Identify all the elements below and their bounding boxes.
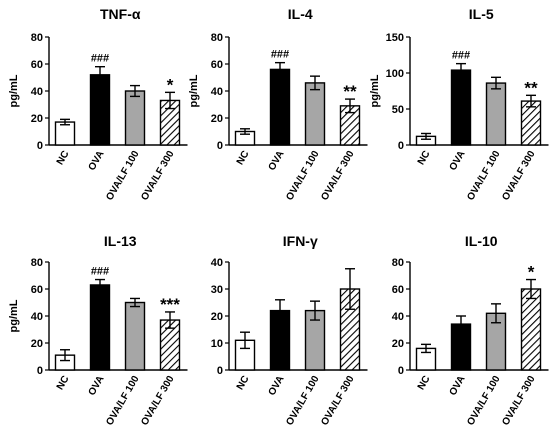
x-category-label: OVA (267, 374, 287, 398)
bar-ova-lf-100 (124, 90, 146, 146)
y-tick-label: 0 (217, 365, 223, 377)
x-category-label: OVA/LF 300 (139, 374, 176, 428)
y-tick-label: 50 (392, 104, 404, 116)
x-category-label: OVA (448, 374, 468, 398)
bar-ova-lf-100 (304, 82, 326, 146)
y-tick-label: 0 (398, 365, 404, 377)
y-tick-label: 0 (37, 365, 43, 377)
panel-title: IFN-γ (283, 233, 318, 249)
x-category-label: OVA/LF 300 (319, 149, 356, 203)
y-tick-label: 100 (386, 68, 404, 80)
y-axis-label: pg/mL (188, 74, 200, 107)
bar-ova (450, 69, 472, 146)
y-tick-label: 80 (31, 32, 43, 44)
y-axis-label: pg/mL (8, 299, 20, 332)
y-tick-label: 150 (386, 32, 404, 44)
significance-annotation: ### (91, 266, 109, 278)
x-category-label: OVA/LF 100 (284, 374, 321, 428)
x-category-label: NC (235, 149, 252, 167)
y-tick-label: 60 (211, 59, 223, 71)
significance-annotation: * (528, 263, 535, 282)
bar-ova (89, 74, 111, 146)
bar-ova-lf-300 (520, 288, 542, 371)
bar-nc (54, 121, 76, 146)
y-tick-label: 80 (392, 257, 404, 269)
y-tick-label: 30 (211, 284, 223, 296)
x-category-label: OVA/LF 100 (465, 149, 502, 203)
x-category-label: NC (55, 374, 72, 392)
y-tick-label: 80 (211, 32, 223, 44)
x-category-label: OVA/LF 300 (319, 374, 356, 428)
x-category-label: NC (416, 149, 433, 167)
bar-ova-lf-100 (485, 82, 507, 146)
y-axis-label: pg/mL (8, 74, 20, 107)
significance-annotation: * (167, 75, 174, 94)
x-category-label: OVA (448, 149, 468, 173)
panel-title: IL-5 (469, 6, 494, 22)
panel-title: TNF-α (100, 6, 141, 22)
y-tick-label: 40 (392, 311, 404, 323)
y-tick-label: 60 (392, 284, 404, 296)
y-tick-label: 10 (211, 338, 223, 350)
y-tick-label: 60 (31, 284, 43, 296)
panel-title: IL-10 (465, 233, 498, 249)
bar-ova (89, 284, 111, 371)
significance-annotation: ** (524, 78, 538, 97)
bar-ova (269, 68, 291, 146)
x-category-label: OVA/LF 300 (500, 374, 537, 428)
significance-annotation: ### (452, 50, 470, 62)
y-tick-label: 40 (31, 86, 43, 98)
panel-title: IL-13 (104, 233, 137, 249)
significance-annotation: ** (343, 82, 357, 101)
y-tick-label: 20 (392, 338, 404, 350)
x-category-label: OVA/LF 100 (104, 149, 141, 203)
y-tick-label: 20 (31, 338, 43, 350)
panel-title: IL-4 (288, 6, 313, 22)
y-tick-label: 0 (398, 140, 404, 152)
significance-annotation: ### (271, 49, 289, 61)
x-category-label: NC (235, 374, 252, 392)
x-category-label: NC (55, 149, 72, 167)
y-tick-label: 60 (31, 59, 43, 71)
x-category-label: OVA (267, 149, 287, 173)
x-category-label: OVA/LF 100 (104, 374, 141, 428)
x-category-label: OVA (87, 374, 107, 398)
y-tick-label: 20 (31, 113, 43, 125)
y-tick-label: 20 (211, 113, 223, 125)
y-tick-label: 80 (31, 257, 43, 269)
x-category-label: OVA/LF 300 (139, 149, 176, 203)
bar-ova-lf-100 (124, 301, 146, 371)
y-tick-label: 40 (211, 86, 223, 98)
x-category-label: OVA/LF 300 (500, 149, 537, 203)
x-category-label: OVA/LF 100 (284, 149, 321, 203)
x-category-label: OVA (87, 149, 107, 173)
y-tick-label: 0 (37, 140, 43, 152)
significance-annotation: ### (91, 53, 109, 65)
bar-ova-lf-300 (520, 100, 542, 146)
x-category-label: OVA/LF 100 (465, 374, 502, 428)
y-tick-label: 40 (211, 257, 223, 269)
significance-annotation: *** (160, 295, 180, 314)
y-axis-label: pg/mL (369, 74, 381, 107)
x-category-label: NC (416, 374, 433, 392)
y-tick-label: 40 (31, 311, 43, 323)
y-tick-label: 20 (211, 311, 223, 323)
y-tick-label: 0 (217, 140, 223, 152)
